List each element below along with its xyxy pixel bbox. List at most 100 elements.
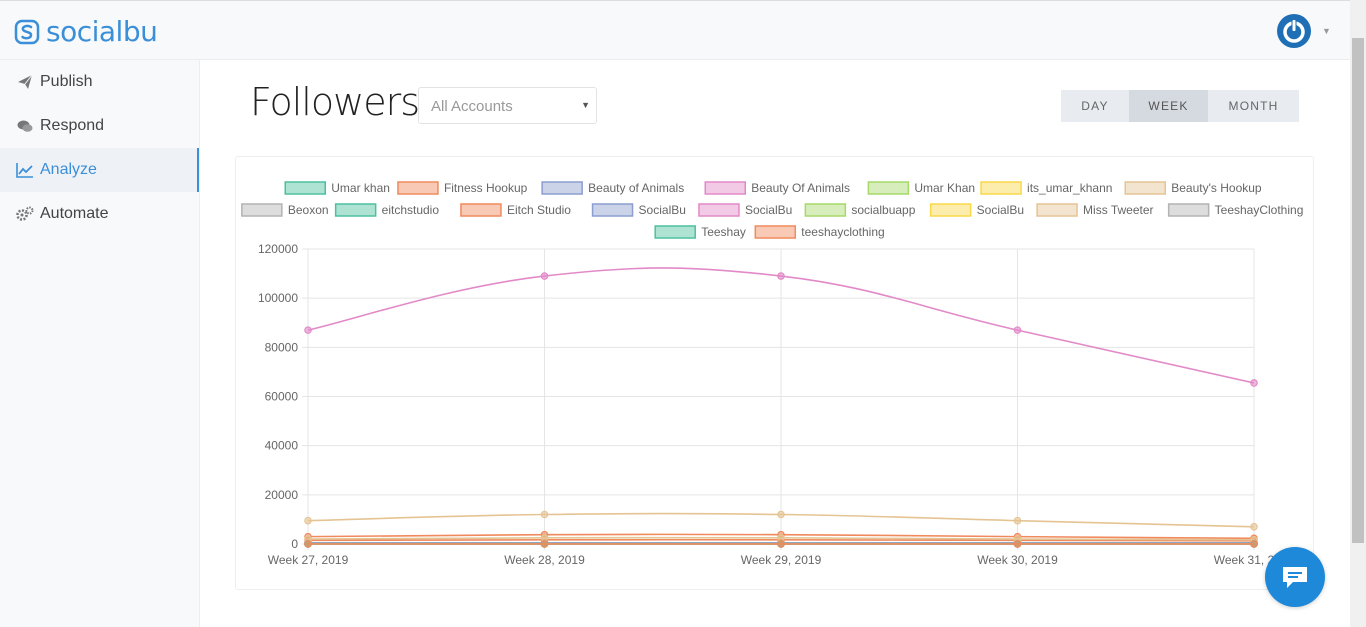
data-point bbox=[777, 540, 785, 548]
legend-label: Umar khan bbox=[331, 181, 390, 195]
data-point bbox=[777, 534, 785, 542]
scrollbar[interactable] bbox=[1350, 0, 1366, 627]
legend-swatch bbox=[397, 181, 439, 195]
chevron-down-icon: ▼ bbox=[1322, 26, 1331, 36]
legend-swatch bbox=[980, 181, 1022, 195]
legend-label: SocialBu bbox=[977, 203, 1024, 217]
page-title: Followers bbox=[250, 80, 420, 124]
chat-button[interactable] bbox=[1265, 547, 1325, 607]
sidebar-item-analyze[interactable]: Analyze bbox=[0, 148, 199, 192]
legend-swatch bbox=[591, 203, 634, 217]
legend-label: Teeshay bbox=[701, 225, 746, 239]
data-point bbox=[1013, 540, 1022, 548]
followers-chart: 0 20000 40000 60000 80000 100000 120000 Week 27… bbox=[241, 181, 1304, 567]
legend-swatch bbox=[654, 225, 696, 239]
tab-month[interactable]: MONTH bbox=[1208, 90, 1299, 122]
legend-label: TeeshayClothing bbox=[1215, 203, 1304, 217]
top-bar: socialbu ▼ bbox=[0, 0, 1350, 60]
y-tick-label: 100000 bbox=[258, 291, 298, 305]
data-point bbox=[304, 540, 312, 548]
data-point bbox=[540, 534, 549, 542]
y-tick-label: 20000 bbox=[265, 488, 299, 502]
data-point bbox=[777, 510, 785, 519]
legend-swatch bbox=[704, 181, 746, 195]
gears-icon bbox=[16, 205, 34, 223]
legend-label: Beauty's Hookup bbox=[1171, 181, 1262, 195]
y-tick-label: 120000 bbox=[258, 242, 298, 256]
legend-label: teeshayclothing bbox=[801, 225, 884, 239]
legend-swatch bbox=[754, 225, 797, 239]
sidebar-item-respond[interactable]: Respond bbox=[0, 104, 199, 148]
legend-label: Eitch Studio bbox=[507, 203, 571, 217]
data-point bbox=[777, 272, 785, 280]
sidebar-item-label: Analyze bbox=[40, 161, 97, 178]
account-select-value: All Accounts bbox=[431, 98, 513, 115]
y-tick-label: 80000 bbox=[265, 340, 299, 354]
legend-label: Miss Tweeter bbox=[1083, 203, 1153, 217]
paper-plane-icon bbox=[16, 73, 34, 91]
sidebar-item-label: Automate bbox=[40, 205, 109, 222]
data-point bbox=[540, 540, 549, 548]
legend-label: Beoxon bbox=[288, 203, 329, 217]
x-tick-label: Week 27, 2019 bbox=[268, 553, 349, 567]
logo-text: socialbu bbox=[46, 15, 158, 48]
tab-week[interactable]: WEEK bbox=[1129, 90, 1208, 122]
comments-icon bbox=[16, 117, 34, 135]
data-point bbox=[1250, 540, 1258, 548]
legend-swatch bbox=[541, 181, 583, 195]
sidebar-item-automate[interactable]: Automate bbox=[0, 192, 199, 236]
legend-swatch bbox=[929, 203, 972, 217]
legend-label: Umar Khan bbox=[914, 181, 975, 195]
data-point bbox=[540, 510, 549, 519]
legend-swatch bbox=[284, 181, 326, 195]
avatar bbox=[1277, 14, 1311, 48]
data-point bbox=[1013, 516, 1022, 525]
legend-swatch bbox=[1036, 203, 1078, 217]
sidebar: Publish Respond Analyze Automate bbox=[0, 60, 200, 627]
chat-bubble-icon bbox=[1283, 567, 1307, 588]
legend-label: socialbuapp bbox=[851, 203, 915, 217]
legend-swatch bbox=[1167, 203, 1210, 217]
x-tick-label: Week 28, 2019 bbox=[504, 553, 585, 567]
legend-label: Fitness Hookup bbox=[444, 181, 528, 195]
legend-swatch bbox=[804, 203, 847, 217]
account-select[interactable]: All Accounts ▼ bbox=[418, 87, 597, 124]
legend-label: Beauty Of Animals bbox=[751, 181, 850, 195]
legend-label: its_umar_khann bbox=[1027, 181, 1112, 195]
sidebar-item-label: Publish bbox=[40, 73, 93, 90]
scrollbar-thumb[interactable] bbox=[1352, 38, 1364, 543]
data-point bbox=[540, 272, 549, 280]
legend-swatch bbox=[867, 181, 910, 195]
legend-swatch bbox=[334, 203, 377, 217]
legend-swatch bbox=[241, 203, 283, 217]
y-tick-label: 40000 bbox=[265, 439, 299, 453]
legend-label: eitchstudio bbox=[382, 203, 440, 217]
legend-swatch bbox=[1124, 181, 1166, 195]
sidebar-item-label: Respond bbox=[40, 117, 105, 134]
legend-label: Beauty of Animals bbox=[588, 181, 684, 195]
legend-swatch bbox=[698, 203, 740, 217]
logo[interactable]: socialbu bbox=[14, 15, 158, 48]
x-tick-label: Week 29, 2019 bbox=[741, 553, 822, 567]
period-tabs: DAY WEEK MONTH bbox=[1061, 90, 1299, 122]
data-point bbox=[1250, 379, 1258, 387]
data-point bbox=[1013, 326, 1022, 334]
sidebar-item-publish[interactable]: Publish bbox=[0, 60, 199, 104]
legend-label: SocialBu bbox=[745, 203, 792, 217]
data-point bbox=[304, 326, 312, 334]
line-chart-icon bbox=[16, 161, 34, 179]
data-point bbox=[304, 516, 312, 525]
tab-day[interactable]: DAY bbox=[1061, 90, 1129, 122]
x-tick-label: Week 30, 2019 bbox=[977, 553, 1058, 567]
user-menu[interactable]: ▼ bbox=[1276, 13, 1331, 49]
y-tick-label: 0 bbox=[291, 537, 298, 551]
main-content: Followers All Accounts ▼ DAY WEEK MONTH … bbox=[200, 60, 1350, 627]
chevron-down-icon: ▼ bbox=[581, 100, 590, 110]
chart-card: 0 20000 40000 60000 80000 100000 120000 Week 27… bbox=[235, 156, 1314, 590]
data-point bbox=[1250, 522, 1258, 531]
socialbu-logo-icon bbox=[14, 19, 40, 44]
legend-swatch bbox=[460, 203, 502, 217]
legend-label: SocialBu bbox=[639, 203, 686, 217]
y-tick-label: 60000 bbox=[265, 390, 299, 404]
